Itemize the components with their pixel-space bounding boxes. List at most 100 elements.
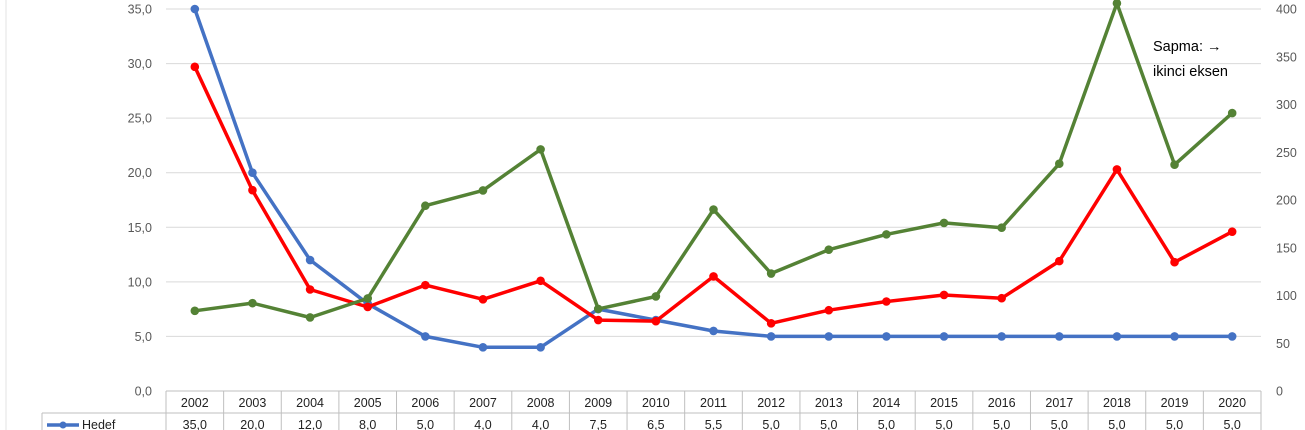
data-point — [1054, 256, 1064, 266]
x-category-label: 2009 — [584, 396, 612, 410]
data-point — [997, 332, 1006, 341]
data-point — [363, 294, 373, 303]
x-category-label: 2003 — [239, 396, 267, 410]
data-point — [766, 319, 776, 328]
data-point — [305, 285, 315, 294]
data-point — [305, 313, 315, 322]
data-point — [248, 298, 257, 308]
table-cell-hedef: 5,0 — [762, 418, 779, 430]
data-point — [651, 316, 661, 326]
x-category-label: 2019 — [1161, 396, 1189, 410]
y-right-tick-label: 200 — [1276, 194, 1297, 208]
data-point — [421, 332, 430, 341]
data-point — [536, 145, 545, 154]
table-cell-hedef: 5,0 — [993, 418, 1010, 430]
table-cell-hedef: 5,0 — [1108, 418, 1125, 430]
y-left-tick-label: 15,0 — [128, 221, 152, 235]
x-category-label: 2011 — [700, 396, 727, 410]
x-category-label: 2005 — [354, 396, 382, 410]
data-point — [1112, 165, 1122, 174]
data-point — [190, 306, 200, 316]
table-cell-hedef: 5,0 — [935, 418, 952, 430]
data-point — [1170, 332, 1179, 341]
gridlines — [5, 0, 1261, 430]
y-left-tick-label: 0,0 — [135, 385, 152, 399]
axis-ticks: 0,0 5,0 10,0 15,0 20,0 25,0 30,0 35,0 0 50 100 150 2… — [128, 3, 1297, 399]
x-category-label: 2006 — [411, 396, 439, 410]
table-cell-hedef: 5,0 — [878, 418, 895, 430]
data-point — [1054, 332, 1064, 341]
table-cell-hedef: 12,0 — [298, 418, 322, 430]
data-point — [421, 280, 430, 290]
y-left-tick-label: 10,0 — [128, 275, 152, 289]
data-point — [190, 62, 200, 72]
data-point — [536, 276, 545, 286]
x-category-label: 2013 — [815, 396, 843, 410]
table-cell-hedef: 5,0 — [417, 418, 434, 430]
y-left-tick-label: 25,0 — [128, 112, 152, 126]
x-category-label: 2002 — [181, 396, 209, 410]
y-right-tick-label: 400 — [1276, 3, 1297, 17]
data-point — [1170, 257, 1179, 267]
data-point — [882, 230, 891, 239]
x-category-label: 2012 — [757, 396, 785, 410]
table-cell-hedef: 4,0 — [532, 418, 549, 430]
data-point — [766, 332, 776, 341]
data-point — [248, 185, 257, 195]
data-point — [1227, 108, 1237, 118]
y-left-tick-label: 20,0 — [128, 166, 152, 180]
table-cell-hedef: 5,0 — [1223, 418, 1240, 430]
data-point — [824, 332, 834, 341]
data-point — [1227, 332, 1237, 341]
data-point — [248, 168, 257, 178]
x-category-label: 2015 — [930, 396, 958, 410]
data-point — [824, 245, 834, 254]
x-category-label: 2007 — [469, 396, 497, 410]
data-point — [824, 305, 834, 315]
y-left-tick-label: 5,0 — [135, 330, 152, 344]
data-point — [478, 295, 488, 304]
legend: Hedef — [47, 418, 116, 430]
annotation-line-2: ikinci eksen — [1153, 64, 1228, 80]
y-right-tick-label: 150 — [1276, 241, 1297, 255]
legend-label-hedef: Hedef — [82, 418, 116, 430]
data-point — [709, 205, 718, 214]
table-cell-hedef: 20,0 — [240, 418, 264, 430]
data-point — [536, 343, 545, 352]
data-point — [190, 4, 200, 14]
data-point — [997, 223, 1006, 232]
series-line-1 — [193, 65, 1234, 326]
data-point — [1112, 0, 1122, 8]
y-right-tick-label: 300 — [1276, 98, 1297, 112]
x-category-label: 2004 — [296, 396, 324, 410]
data-point — [939, 290, 949, 300]
data-point — [939, 332, 949, 341]
data-point — [651, 292, 661, 301]
x-category-label: 2010 — [642, 396, 670, 410]
legend-marker-hedef — [59, 421, 67, 429]
data-point — [593, 304, 603, 314]
series-line-0 — [193, 7, 1234, 350]
data-point — [766, 269, 776, 278]
y-left-tick-label: 30,0 — [128, 57, 152, 71]
y-right-tick-label: 100 — [1276, 289, 1297, 303]
y-right-tick-label: 50 — [1276, 337, 1290, 351]
data-table: 2002 2003 2004 2005 2006 2007 2008 2009 2010 2011… — [41, 390, 1262, 430]
table-cell-hedef: 8,0 — [359, 418, 376, 430]
data-point — [1054, 159, 1064, 169]
x-category-label: 2018 — [1103, 396, 1131, 410]
data-point — [305, 255, 315, 265]
data-point — [709, 272, 718, 281]
table-cell-hedef: 5,0 — [820, 418, 837, 430]
y-right-tick-label: 250 — [1276, 146, 1297, 160]
table-cell-hedef: 4,0 — [474, 418, 491, 430]
table-cell-hedef: 5,5 — [705, 418, 722, 430]
table-cell-hedef: 5,0 — [1051, 418, 1068, 430]
data-point — [882, 332, 891, 341]
y-left-tick-label: 35,0 — [128, 3, 152, 17]
data-point — [421, 201, 430, 211]
data-point — [593, 315, 603, 325]
data-point — [882, 297, 891, 306]
data-point — [1170, 160, 1179, 169]
